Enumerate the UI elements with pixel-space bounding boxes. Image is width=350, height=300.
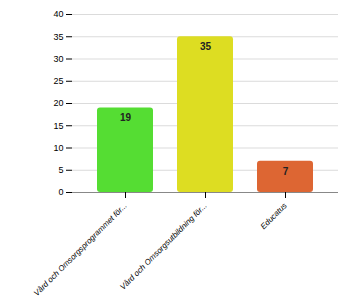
svg-text:15: 15 [53,121,63,131]
svg-text:10: 10 [53,143,63,153]
svg-text:19: 19 [120,112,132,123]
svg-text:35: 35 [53,32,63,42]
svg-text:25: 25 [53,76,63,86]
svg-text:20: 20 [53,98,63,108]
svg-text:Vård och Omsorgsutbildning för: Vård och Omsorgsutbildning för... [118,201,208,291]
svg-text:5: 5 [58,165,63,175]
svg-text:Educatus: Educatus [259,201,289,231]
svg-text:7: 7 [283,166,289,177]
svg-text:Vård och Omsorgsprogrammet för: Vård och Omsorgsprogrammet för... [32,201,129,298]
svg-text:30: 30 [53,54,63,64]
svg-text:35: 35 [200,41,212,52]
svg-text:0: 0 [58,187,63,197]
svg-text:40: 40 [53,9,63,19]
